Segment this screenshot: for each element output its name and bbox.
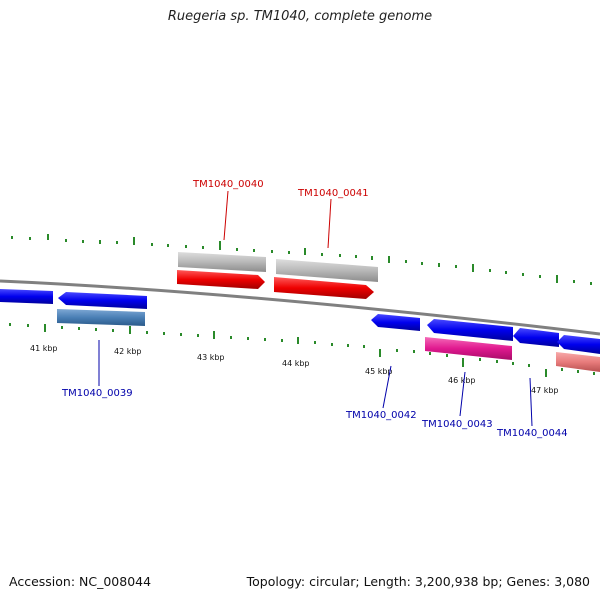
accession-text: Accession: NC_008044 [9, 574, 152, 589]
outer-tick-row [11, 234, 592, 285]
cds-blue-0042[interactable] [371, 314, 420, 331]
scale-label-45: 45 kbp [365, 367, 393, 376]
scale-label-42: 42 kbp [114, 347, 142, 356]
inner-tick-row [9, 323, 595, 377]
page-title: Ruegeria sp. TM1040, complete genome [167, 9, 433, 24]
gene-label-0044[interactable]: TM1040_0044 [496, 428, 568, 439]
leader-lines [98, 190, 533, 427]
gene-label-0043[interactable]: TM1040_0043 [421, 419, 493, 430]
scale-label-44: 44 kbp [282, 359, 310, 368]
scale-label-43: 43 kbp [197, 353, 225, 362]
gene-label-0042[interactable]: TM1040_0042 [345, 410, 417, 421]
gene-grey-0041[interactable] [276, 259, 378, 282]
gene-label-0039[interactable]: TM1040_0039 [61, 388, 133, 399]
cds-blue-0039[interactable] [58, 292, 147, 309]
scale-label-47: 47 kbp [531, 386, 559, 395]
cds-blue-0044[interactable] [513, 328, 559, 347]
cds-blue-0045[interactable] [557, 335, 600, 354]
highlight-steel-0039[interactable] [57, 309, 145, 326]
gene-label-0040[interactable]: TM1040_0040 [192, 179, 264, 190]
cds-red-0041[interactable] [274, 277, 374, 299]
genome-backbone [0, 279, 600, 336]
gene-label-0041[interactable]: TM1040_0041 [297, 188, 369, 199]
cds-blue-0043[interactable] [427, 319, 513, 341]
cds-blue-0038[interactable] [0, 289, 53, 304]
gene-grey-0040[interactable] [178, 252, 266, 272]
scale-label-46: 46 kbp [448, 376, 476, 385]
highlight-magenta-0043[interactable] [425, 337, 512, 360]
cds-red-0040[interactable] [177, 270, 265, 289]
highlight-salmon-0044[interactable] [556, 352, 600, 372]
scale-label-41: 41 kbp [30, 344, 58, 353]
genome-summary-text: Topology: circular; Length: 3,200,938 bp… [246, 574, 590, 589]
